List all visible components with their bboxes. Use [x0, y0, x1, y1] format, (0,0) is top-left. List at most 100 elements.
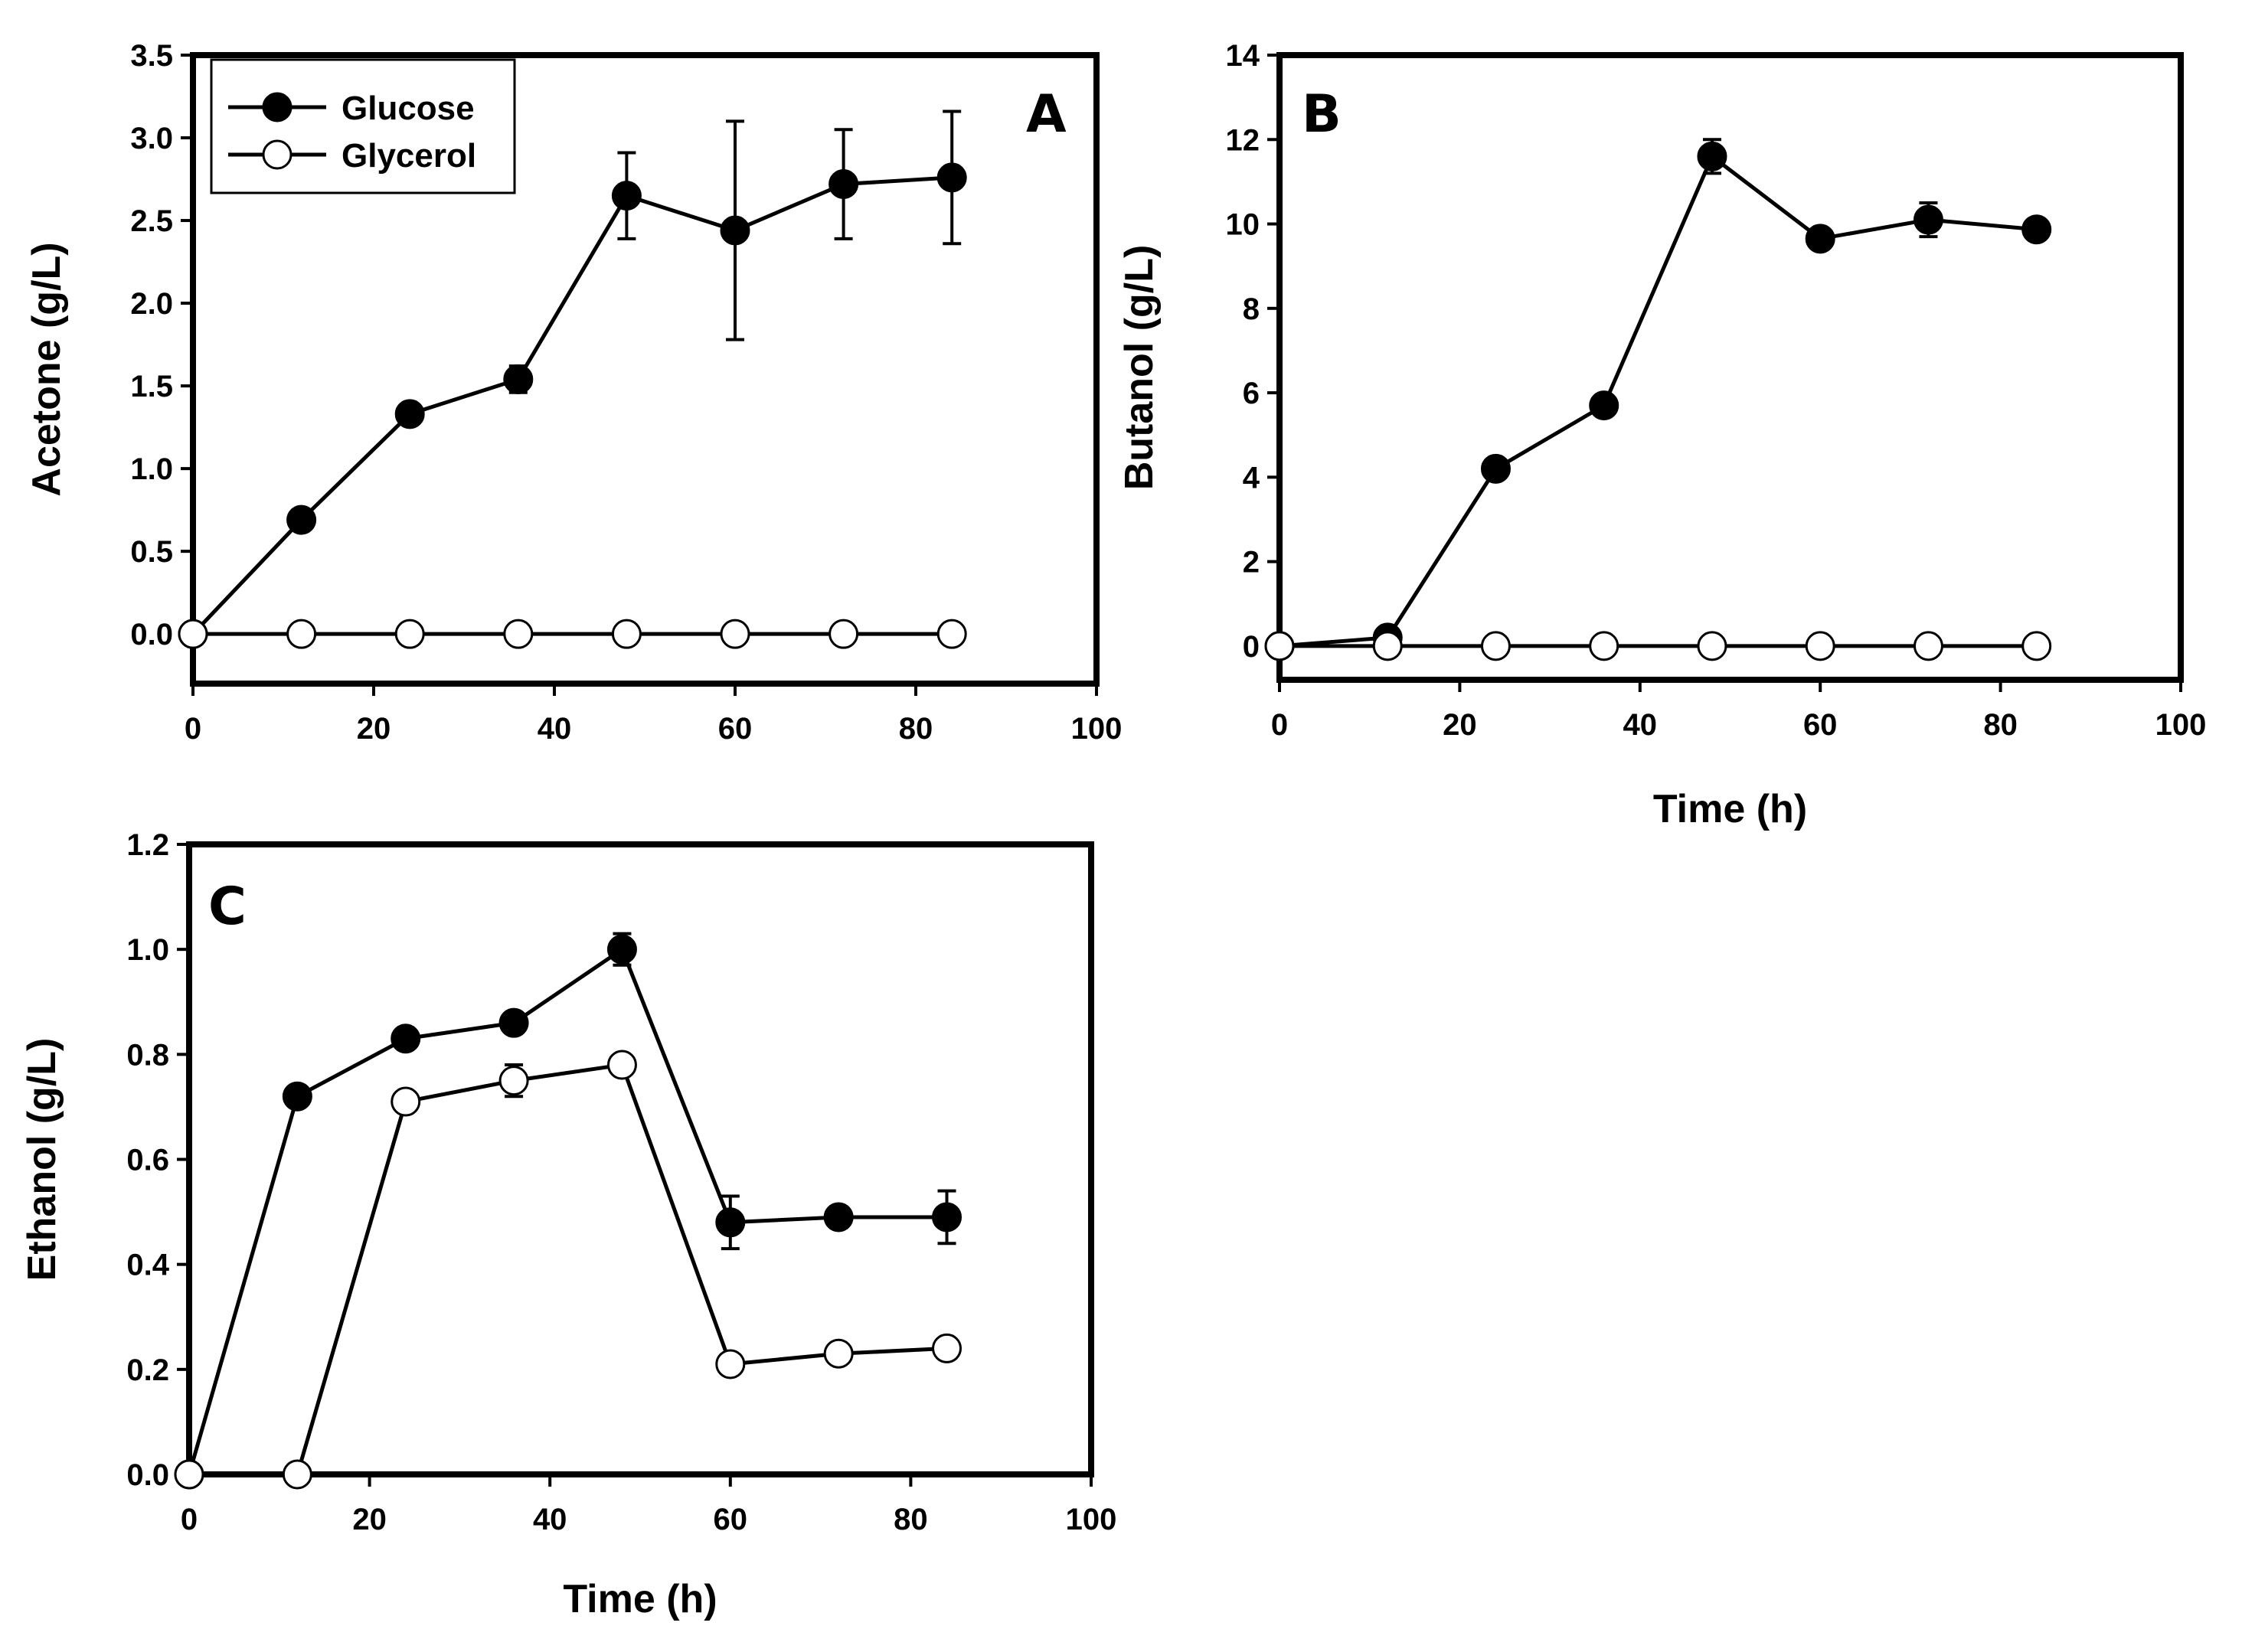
y-tick-label: 2.0 [130, 287, 173, 321]
y-tick-label: 0.6 [126, 1144, 169, 1177]
x-tick-label: 80 [899, 712, 933, 746]
panel-letter: B [1302, 84, 1342, 145]
panel-letter: C [208, 877, 247, 937]
glycerol-data-point [932, 1333, 962, 1363]
panel-a: 0.0 0.5 1.0 1.5 2.0 2.5 3.0 3.5 0 20 40 60 80 100 Acet… [25, 39, 1122, 746]
glycerol-data-point [282, 1459, 312, 1490]
glucose-data-point [932, 1202, 962, 1232]
glycerol-data-point [503, 619, 534, 649]
glycerol-data-point [715, 1349, 746, 1379]
y-axis-title: Acetone (g/L) [25, 242, 69, 496]
y-axis-title: Butanol (g/L) [1117, 245, 1162, 491]
x-tick-label: 60 [718, 712, 753, 746]
glucose-data-point [282, 1081, 312, 1112]
x-tick-label: 0 [1271, 708, 1288, 742]
glycerol-data-point [828, 619, 859, 649]
glycerol-series-line [189, 1063, 947, 1477]
glucose-data-point [715, 1207, 746, 1238]
glucose-data-point [611, 181, 642, 211]
y-tick-label: 0.2 [126, 1353, 169, 1387]
legend-label: Glycerol [342, 137, 476, 175]
glycerol-data-point [2021, 631, 2052, 661]
glucose-series-line [1279, 154, 2037, 648]
x-tick-label: 40 [1623, 708, 1658, 742]
glucose-data-point [394, 399, 425, 429]
glycerol-data-point [391, 1086, 421, 1117]
y-tick-label: 0 [1243, 630, 1260, 664]
x-tick-label: 0 [185, 712, 201, 746]
y-tick-label: 12 [1226, 123, 1260, 157]
y-tick-label: 6 [1243, 377, 1260, 410]
glucose-data-point [503, 364, 534, 394]
glucose-data-point [823, 1202, 854, 1232]
x-axis-title: Time (h) [563, 1577, 717, 1621]
x-tick-label: 20 [1443, 708, 1477, 742]
x-tick-label: 100 [1066, 1503, 1117, 1536]
x-tick-label: 100 [1071, 712, 1123, 746]
glucose-data-point [1589, 390, 1619, 421]
glycerol-data-point [606, 1050, 637, 1080]
glucose-data-point [498, 1007, 529, 1038]
x-tick-label: 60 [1803, 708, 1838, 742]
glucose-data-point [286, 504, 317, 535]
glycerol-data-point [1264, 631, 1295, 661]
x-tick-label: 40 [538, 712, 572, 746]
x-axis-title: Time (h) [1653, 787, 1807, 831]
y-tick-label: 1.2 [126, 828, 169, 862]
legend-box [210, 58, 516, 194]
y-tick-label: 1.0 [130, 452, 173, 486]
y-tick-label: 1.0 [126, 933, 169, 967]
glucose-data-point [2021, 214, 2052, 245]
x-tick-label: 20 [357, 712, 391, 746]
x-tick-label: 20 [352, 1503, 387, 1536]
glucose-data-point [1480, 453, 1511, 484]
glucose-data-point [1697, 141, 1727, 171]
glycerol-data-point [1913, 631, 1943, 661]
legend-label: Glucose [342, 90, 475, 127]
legend-marker [262, 92, 293, 122]
y-tick-label: 0.0 [130, 618, 173, 651]
glycerol-data-point [286, 619, 317, 649]
glycerol-data-point [720, 619, 750, 649]
glycerol-data-point [611, 619, 642, 649]
y-tick-label: 3.0 [130, 122, 173, 155]
glycerol-data-point [1697, 631, 1727, 661]
x-tick-label: 0 [181, 1503, 198, 1536]
x-tick-label: 40 [533, 1503, 567, 1536]
x-tick-label: 80 [894, 1503, 928, 1536]
glucose-data-point [720, 215, 750, 246]
plot-frame [190, 52, 1100, 687]
panel-c: 0.0 0.2 0.4 0.6 0.8 1.0 1.2 0 20 40 60 80 100 Ethanol… [20, 828, 1116, 1621]
glycerol-data-point [498, 1066, 529, 1096]
glycerol-data-point [394, 619, 425, 649]
y-tick-label: 4 [1243, 461, 1260, 495]
x-tick-label: 60 [714, 1503, 748, 1536]
y-tick-label: 0.8 [126, 1038, 169, 1072]
y-tick-label: 0.0 [126, 1458, 169, 1492]
y-tick-label: 1.5 [130, 370, 173, 403]
glycerol-data-point [174, 1459, 204, 1490]
y-tick-label: 0.4 [126, 1249, 169, 1282]
legend-marker [262, 139, 293, 170]
glucose-data-point [1805, 224, 1835, 254]
y-tick-label: 14 [1226, 39, 1260, 73]
panel-letter: A [1026, 84, 1067, 145]
y-tick-label: 3.5 [130, 39, 173, 73]
glycerol-data-point [1805, 631, 1835, 661]
glucose-series-line [191, 175, 953, 635]
glycerol-data-point [936, 619, 967, 649]
glycerol-data-point [823, 1338, 854, 1369]
glucose-data-point [936, 162, 967, 193]
y-tick-label: 8 [1243, 292, 1260, 326]
plot-frame [1276, 52, 2184, 683]
glucose-data-point [391, 1024, 421, 1054]
glucose-series-line [187, 947, 947, 1475]
glycerol-data-point [1372, 631, 1403, 661]
x-tick-label: 100 [2155, 708, 2207, 742]
y-tick-label: 2 [1243, 546, 1260, 580]
y-tick-label: 10 [1226, 208, 1260, 242]
glucose-data-point [1913, 204, 1943, 235]
glycerol-data-point [1480, 631, 1511, 661]
y-tick-label: 0.5 [130, 535, 173, 569]
